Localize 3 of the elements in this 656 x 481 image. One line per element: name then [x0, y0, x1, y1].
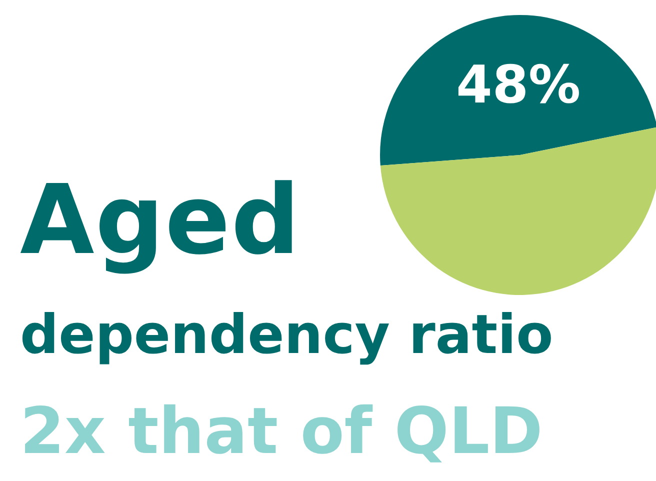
- text: 2x that of QLD: [20, 394, 543, 471]
- data-label: 48%: [456, 56, 581, 116]
- text: Aged dependency ratio: [20, 164, 554, 368]
